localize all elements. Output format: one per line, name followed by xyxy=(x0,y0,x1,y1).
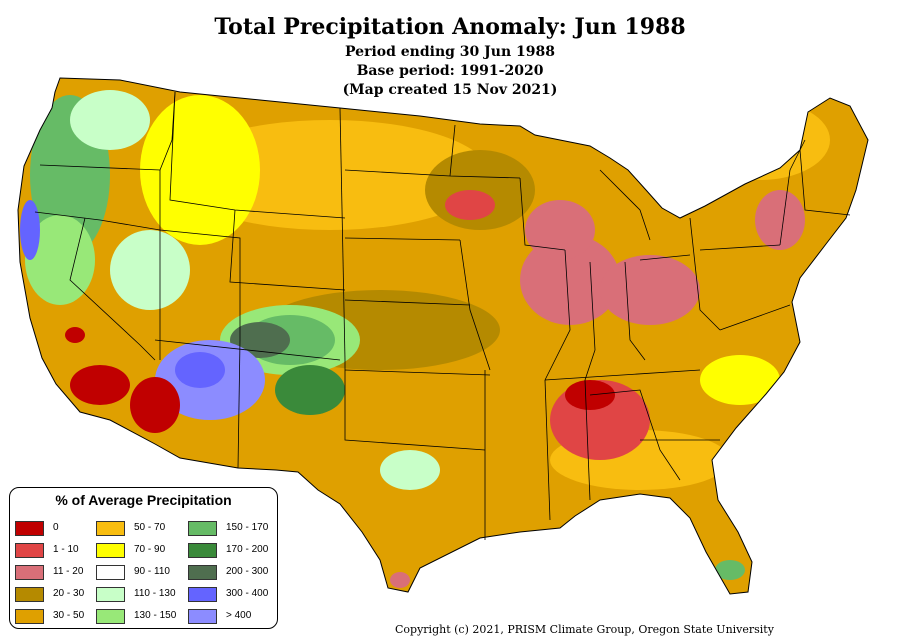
legend-label: 170 - 200 xyxy=(226,544,269,555)
legend-swatch xyxy=(188,587,217,602)
legend-swatch xyxy=(188,521,217,536)
legend-swatch xyxy=(15,565,44,580)
legend-swatch xyxy=(15,587,44,602)
legend-label: 130 - 150 xyxy=(134,610,177,621)
legend-label: 30 - 50 xyxy=(53,610,85,621)
legend-label: 0 xyxy=(53,522,59,533)
legend-label: 50 - 70 xyxy=(134,522,166,533)
copyright-text: Copyright (c) 2021, PRISM Climate Group,… xyxy=(395,623,774,636)
legend-title: % of Average Precipitation xyxy=(55,492,232,508)
subtitle-created: (Map created 15 Nov 2021) xyxy=(342,82,558,98)
legend-label: > 400 xyxy=(226,610,252,621)
legend-swatch xyxy=(96,587,125,602)
legend-label: 1 - 10 xyxy=(53,544,79,555)
map-title: Total Precipitation Anomaly: Jun 1988 xyxy=(214,14,686,40)
legend-swatch xyxy=(15,521,44,536)
legend-label: 90 - 110 xyxy=(134,566,170,577)
legend-swatch xyxy=(96,543,125,558)
legend-label: 300 - 400 xyxy=(226,588,269,599)
legend-label: 70 - 90 xyxy=(134,544,166,555)
legend-label: 110 - 130 xyxy=(134,588,176,599)
legend-label: 150 - 170 xyxy=(226,522,269,533)
subtitle-base-period: Base period: 1991-2020 xyxy=(356,63,544,79)
legend-swatch xyxy=(188,609,217,624)
legend-swatch xyxy=(96,565,125,580)
legend-swatch xyxy=(15,543,44,558)
legend-label: 200 - 300 xyxy=(226,566,269,577)
state-boundaries xyxy=(17,77,869,595)
legend-swatch xyxy=(96,521,125,536)
legend-swatch xyxy=(188,543,217,558)
legend-label: 20 - 30 xyxy=(53,588,85,599)
legend-swatch xyxy=(96,609,125,624)
legend-swatch xyxy=(188,565,217,580)
subtitle-period: Period ending 30 Jun 1988 xyxy=(345,44,555,60)
legend-swatch xyxy=(15,609,44,624)
legend-label: 11 - 20 xyxy=(53,566,84,577)
legend: % of Average Precipitation 0 1 - 10 11 -… xyxy=(9,487,278,629)
